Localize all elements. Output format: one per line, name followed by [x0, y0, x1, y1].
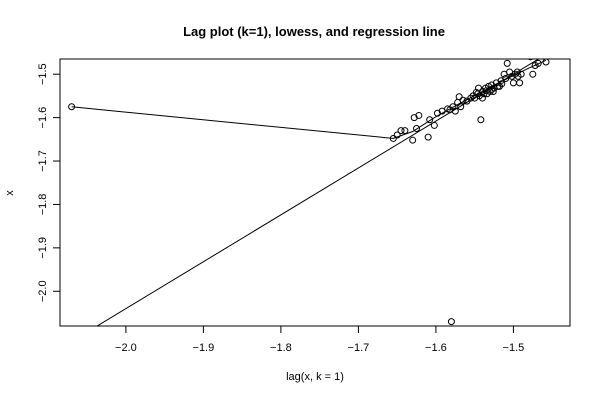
points-layer [68, 59, 550, 326]
data-point [513, 68, 521, 76]
data-point [475, 84, 483, 92]
x-axis-label: lag(x, k = 1) [286, 371, 344, 383]
data-point [455, 93, 463, 101]
data-point [457, 103, 465, 111]
lowess-layer [71, 59, 547, 139]
data-point [477, 116, 485, 124]
data-point [517, 70, 525, 78]
data-point [413, 124, 421, 132]
y-tick-label: −1.9 [37, 237, 49, 259]
chart-title: Lag plot (k=1), lowess, and regression l… [183, 24, 445, 39]
data-point [486, 88, 494, 96]
lowess-curve [71, 59, 547, 139]
x-tick-label: −1.5 [503, 342, 525, 354]
data-point [389, 134, 397, 142]
y-tick-label: −1.6 [37, 107, 49, 129]
x-tick-label: −2.0 [115, 342, 137, 354]
data-point [415, 111, 423, 119]
y-tick-label: −2.0 [37, 280, 49, 302]
data-point [503, 59, 511, 67]
data-point [516, 79, 524, 87]
data-point [409, 136, 417, 144]
y-tick-label: −1.8 [37, 194, 49, 216]
data-point [509, 79, 517, 87]
data-point [467, 94, 475, 102]
data-point [424, 133, 432, 141]
data-point [498, 80, 506, 88]
x-tick-label: −1.9 [193, 342, 215, 354]
x-tick-label: −1.8 [270, 342, 292, 354]
data-point [534, 59, 542, 67]
plot-frame [59, 58, 571, 327]
data-point [430, 121, 438, 129]
data-point [447, 318, 455, 326]
data-point [489, 88, 497, 96]
y-tick-label: −1.5 [37, 63, 49, 85]
x-axis: −2.0 −1.9 −1.8 −1.7 −1.6 −1.5 [115, 325, 525, 354]
x-tick-label: −1.7 [348, 342, 370, 354]
y-tick-label: −1.7 [37, 150, 49, 172]
data-point [426, 116, 434, 124]
data-point [451, 107, 459, 115]
data-point [401, 127, 409, 135]
data-point [478, 94, 486, 102]
y-axis-label: x [4, 190, 16, 196]
data-point [397, 127, 405, 135]
data-point [529, 70, 537, 78]
data-point [393, 131, 401, 139]
y-axis: −2.0 −1.9 −1.8 −1.7 −1.6 −1.5 [37, 63, 61, 302]
data-point [542, 59, 550, 66]
data-point [527, 59, 534, 61]
data-point [502, 75, 510, 83]
data-point [459, 96, 467, 104]
x-tick-label: −1.6 [425, 342, 447, 354]
data-point [68, 103, 76, 111]
